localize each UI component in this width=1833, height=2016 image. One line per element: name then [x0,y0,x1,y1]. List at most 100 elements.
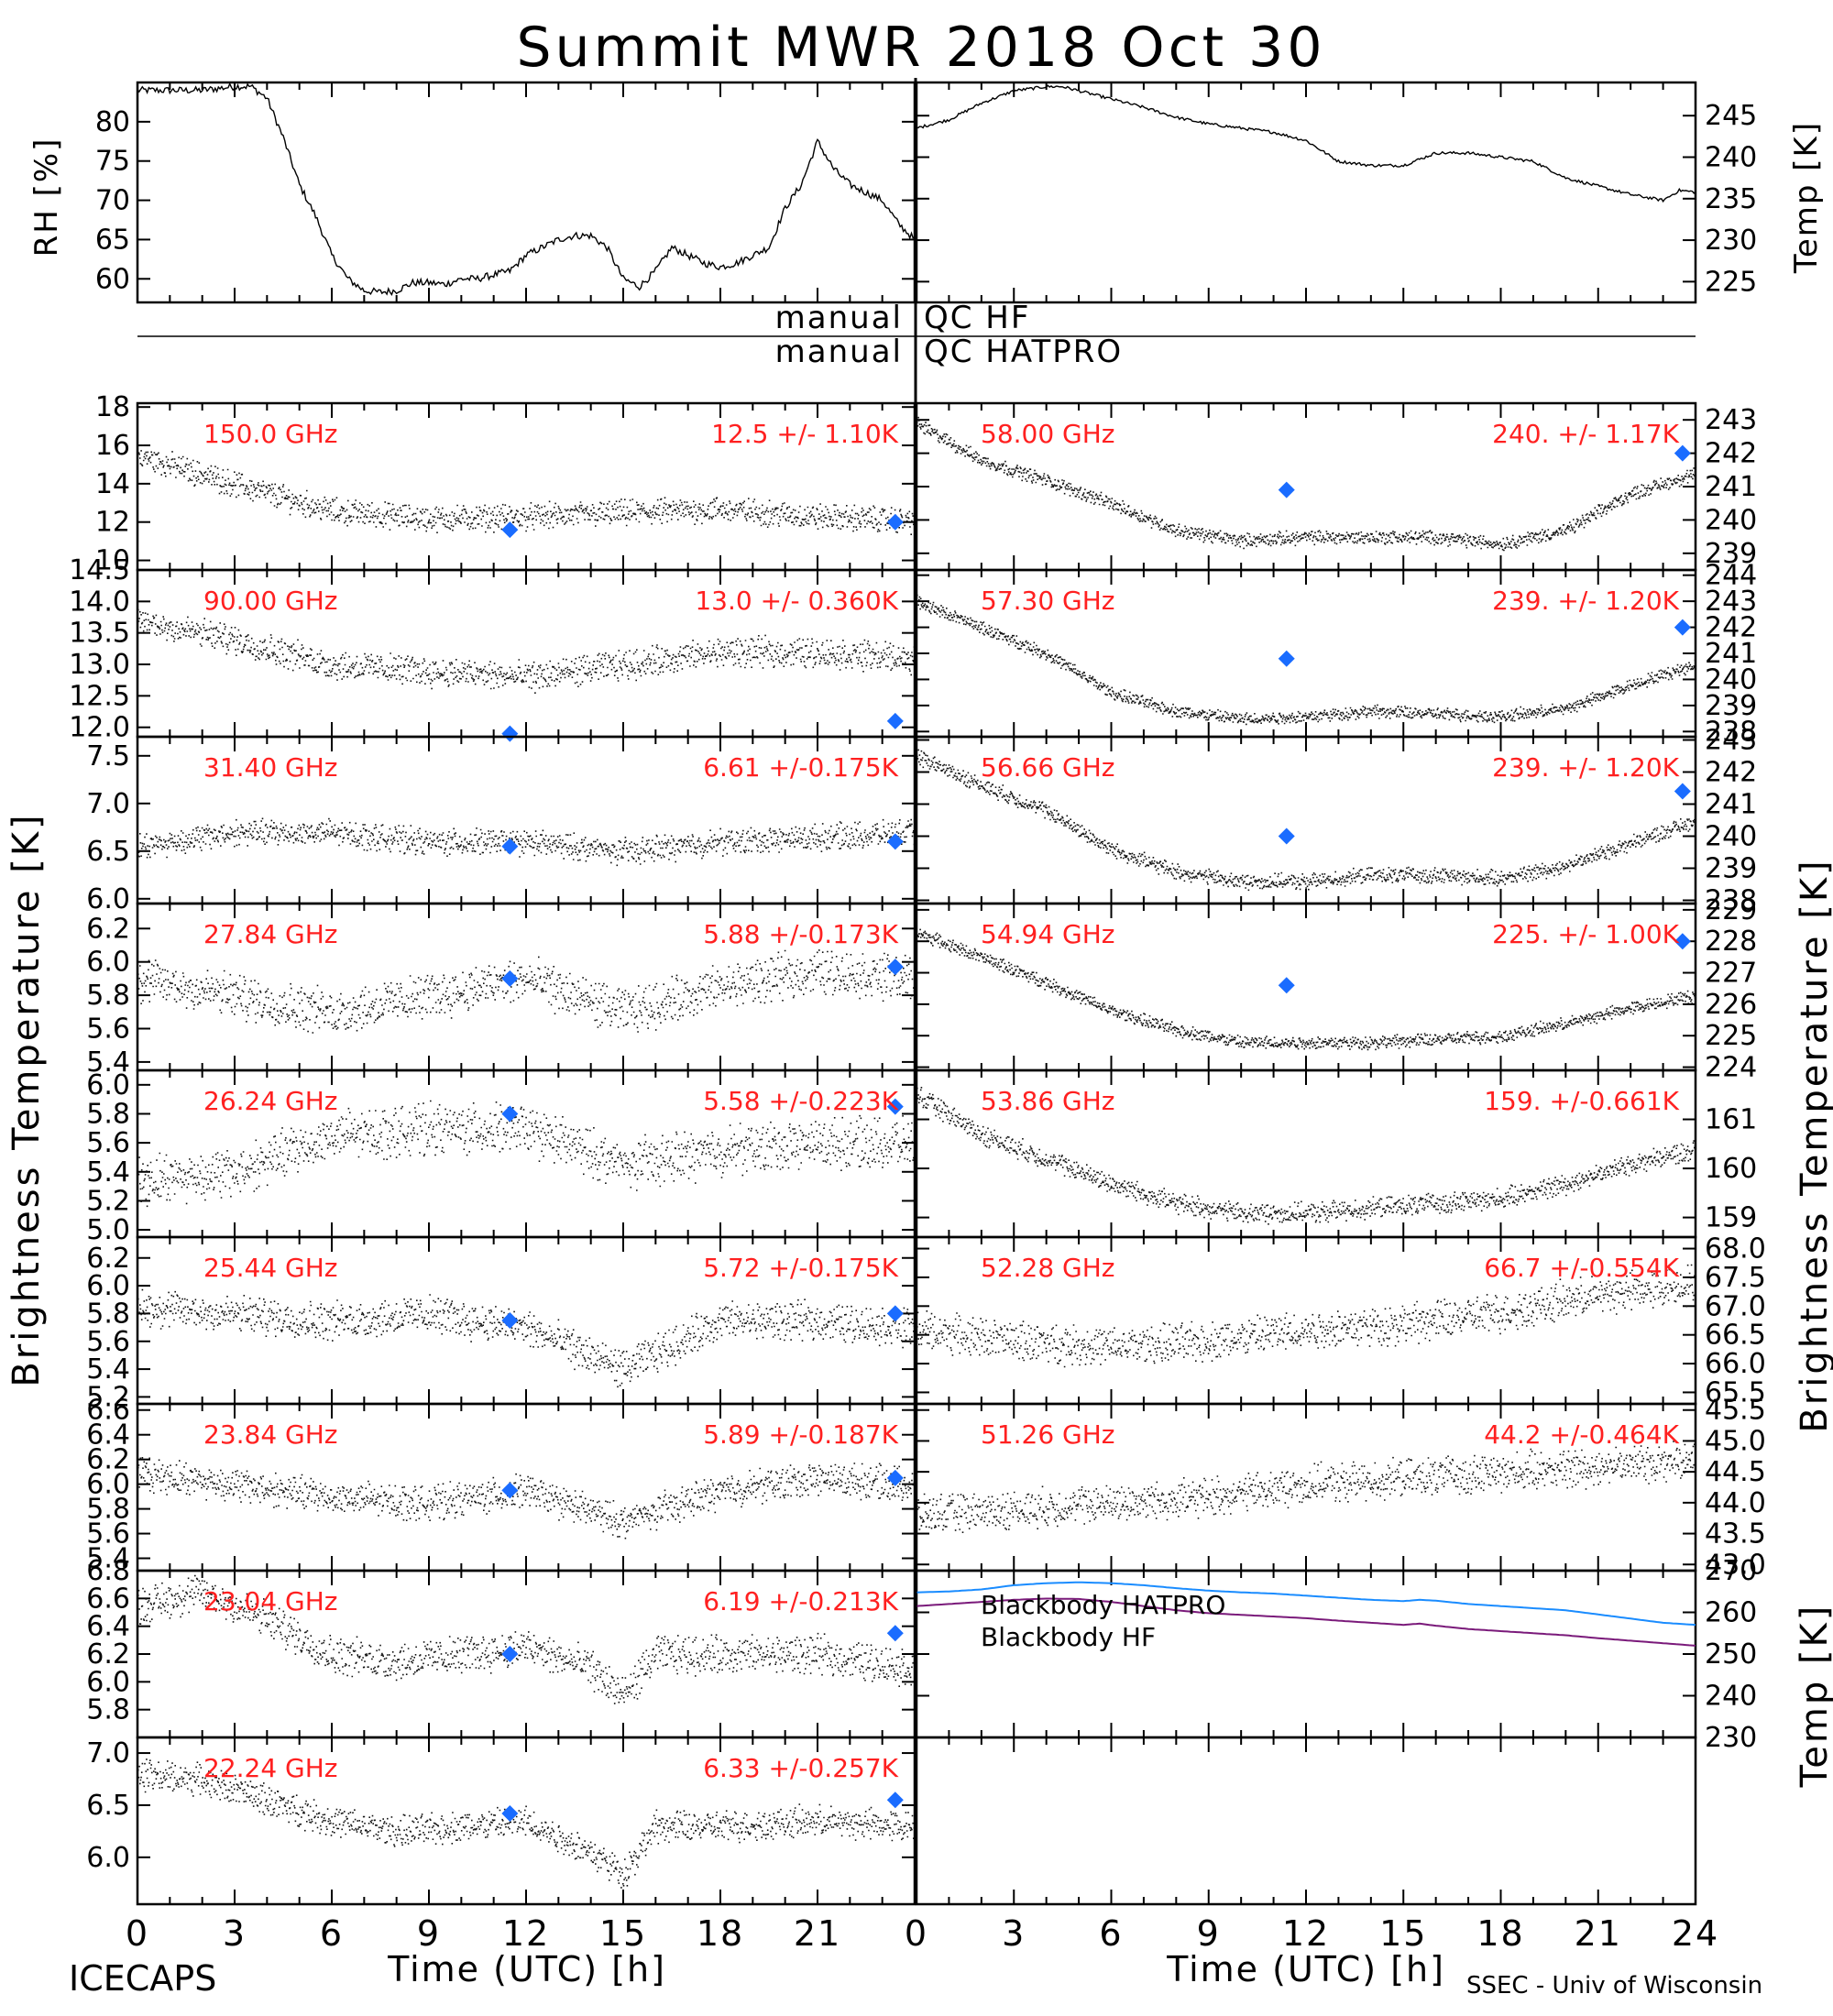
panel-26-24-ghz-label: 26.24 GHz [203,1086,338,1116]
panel-54-94-ghz-ytick-label: 228 [1705,926,1757,958]
temp-ytick-label: 245 [1705,100,1757,132]
rh-frame [136,81,916,304]
panel-26-24-ghz-points [137,1100,916,1208]
panel-52-28-ghz-ytick-label: 68.0 [1705,1233,1766,1265]
panel-51-26-ghz-ytick-label: 44.5 [1705,1456,1766,1488]
panel-56-66-ghz-label: 56.66 GHz [981,752,1115,783]
panel-57-30-ghz-ytick-label: 239 [1705,690,1757,722]
panel-57-30-ghz-ytick-label: 243 [1705,586,1757,618]
x-tick-label-right: 9 [1197,1913,1221,1954]
panel-27-84-ghz-ytick-label: 6.2 [86,913,130,945]
panel-23-84-ghz-stat: 5.89 +/-0.187K [703,1419,898,1450]
x-tick-label-left: 21 [794,1913,841,1954]
series-blackbody-hf [916,1597,1696,1647]
panel-58-00-ghz-sounding-point-0 [1278,481,1295,499]
panel-51-26-ghz: 43.043.544.044.545.045.5 51.26 GHz 44.2 +/… [915,1395,1766,1581]
panel-27-84-ghz-ytick-label: 5.4 [86,1046,130,1079]
panel-54-94-ghz-ytick-label: 229 [1705,894,1757,926]
panel-22-24-ghz-ytick-label: 6.0 [86,1842,130,1874]
panel-31-40-ghz-stat: 6.61 +/-0.175K [703,752,898,783]
panel-53-86-ghz-ytick-label: 161 [1705,1104,1757,1136]
panel-51-26-ghz-ytick-label: 44.0 [1705,1487,1766,1519]
panel-52-28-ghz-ytick-label: 66.5 [1705,1320,1766,1352]
panel-90-00-ghz-stat: 13.0 +/- 0.360K [695,586,898,616]
panel-26-24-ghz-ytick-label: 5.0 [86,1214,130,1246]
rh-panel: 60 65 70 75 80 [95,81,916,304]
panel-150-0-ghz-sounding-point-0 [501,521,519,539]
panel-56-66-ghz-ytick-label: 238 [1705,885,1757,917]
rh-ytick-label: 70 [95,185,130,217]
panel-52-28-ghz-ytick-label: 65.5 [1705,1376,1766,1408]
qc-hatpro-label: QC HATPRO [924,334,1123,370]
panel-25-44-ghz-sounding-point-1 [886,1305,904,1322]
panel-58-00-ghz-stat: 240. +/- 1.17K [1492,419,1679,449]
panel-23-04-ghz: 5.86.06.26.46.66.8 23.04 GHz 6.19 +/-0.213… [86,1555,916,1739]
panel-52-28-ghz-stat: 66.7 +/-0.554K [1484,1253,1679,1283]
panel-53-86-ghz-stat: 159. +/-0.661K [1484,1086,1679,1116]
temp-ytick-label: 240 [1705,142,1757,174]
panel-56-66-ghz-ytick-label: 239 [1705,853,1757,885]
panel-23-04-ghz-ytick-label: 5.8 [86,1694,130,1726]
panel-51-26-ghz-points [916,1441,1696,1533]
panel-23-84-ghz-sounding-point-1 [886,1469,904,1486]
panel-31-40-ghz-sounding-point-1 [886,833,904,850]
panel-56-66-ghz-stat: 239. +/- 1.20K [1492,752,1679,783]
rh-ytick-label: 75 [95,146,130,178]
legend-blackbody-hf: Blackbody HF [981,1622,1156,1652]
temp-ytick-label: 225 [1705,266,1757,298]
panel-25-44-ghz: 5.25.45.65.86.06.2 25.44 GHz 5.72 +/-0.175… [86,1235,916,1413]
x-tick-label-right: 15 [1379,1913,1427,1954]
panel-54-94-ghz-stat: 225. +/- 1.00K [1492,919,1679,949]
panel-58-00-ghz-sounding-point-1 [1674,444,1691,462]
bb-temp-label: Temp [K] [1794,1604,1833,1789]
panel-150-0-ghz-label: 150.0 GHz [203,419,338,449]
x-tick-label-left: 12 [502,1913,550,1954]
panel-27-84-ghz-ytick-label: 5.8 [86,980,130,1012]
panel-26-24-ghz-stat: 5.58 +/-0.223K [703,1086,898,1116]
panel-27-84-ghz-stat: 5.88 +/-0.173K [703,919,898,949]
panel-56-66-ghz-ytick-label: 243 [1705,725,1757,757]
panel-51-26-ghz-ytick-label: 43.5 [1705,1518,1766,1550]
panel-23-84-ghz-ytick-label: 6.2 [86,1444,130,1476]
footer-ssec: SSEC - Univ of Wisconsin [1466,1972,1762,2000]
panel-blackbody: 230 240 250 260 270 Blackbody HATPROBlackbody… [915,1555,1757,1754]
panel-58-00-ghz-ytick-label: 241 [1705,471,1757,503]
panel-90-00-ghz-points [137,608,916,694]
panel-52-28-ghz-ytick-label: 67.0 [1705,1290,1766,1322]
panel-23-84-ghz-sounding-point-0 [501,1482,519,1499]
panel-23-04-ghz-label: 23.04 GHz [203,1586,338,1616]
panel-22-24-ghz-sounding-point-0 [501,1805,519,1823]
panel-23-84-ghz-ytick-label: 6.4 [86,1419,130,1452]
panel-57-30-ghz-sounding-point-0 [1278,650,1295,667]
x-tick-label-left: 18 [697,1913,744,1954]
panel-58-00-ghz-ytick-label: 240 [1705,504,1757,536]
panel-26-24-ghz-ytick-label: 5.6 [86,1127,130,1159]
panel-25-44-ghz-ytick-label: 6.0 [86,1270,130,1302]
panel-54-94-ghz-label: 54.94 GHz [981,919,1115,949]
legend-blackbody-hatpro: Blackbody HATPRO [981,1590,1225,1620]
panel-58-00-ghz-ytick-label: 239 [1705,538,1757,570]
panel-26-24-ghz-ytick-label: 5.2 [86,1185,130,1217]
temp-frame [915,81,1697,304]
panel-23-84-ghz-ytick-label: 5.8 [86,1494,130,1526]
left-channel-panels: 10 12 14 16 18 150.0 GHz 12.5 +/- 1.10K 12.012.… [69,391,916,1906]
panel-53-86-ghz-ytick-label: 160 [1705,1153,1757,1185]
panel-57-30-ghz-label: 57.30 GHz [981,586,1115,616]
panel-90-00-ghz-sounding-point-1 [886,712,904,729]
panel-25-44-ghz-stat: 5.72 +/-0.175K [703,1253,898,1283]
panel-150-0-ghz-ytick-label: 14 [95,468,130,500]
panel-31-40-ghz-ytick-label: 6.5 [86,836,130,868]
panel-26-24-ghz-sounding-point-0 [501,1105,519,1123]
panel-27-84-ghz-ytick-label: 6.0 [86,947,130,979]
temp-line [916,84,1696,203]
qc-manual-label-1: manual [775,300,903,336]
footer-icecaps: ICECAPS [69,1958,216,1999]
panel-22-24-ghz: 6.0 6.5 7.0 22.24 GHz 6.33 +/-0.257K [86,1736,916,1906]
rh-ytick-label: 80 [95,106,130,138]
panel-150-0-ghz-ytick-label: 12 [95,507,130,539]
panel-150-0-ghz: 10 12 14 16 18 150.0 GHz 12.5 +/- 1.10K [95,391,916,577]
